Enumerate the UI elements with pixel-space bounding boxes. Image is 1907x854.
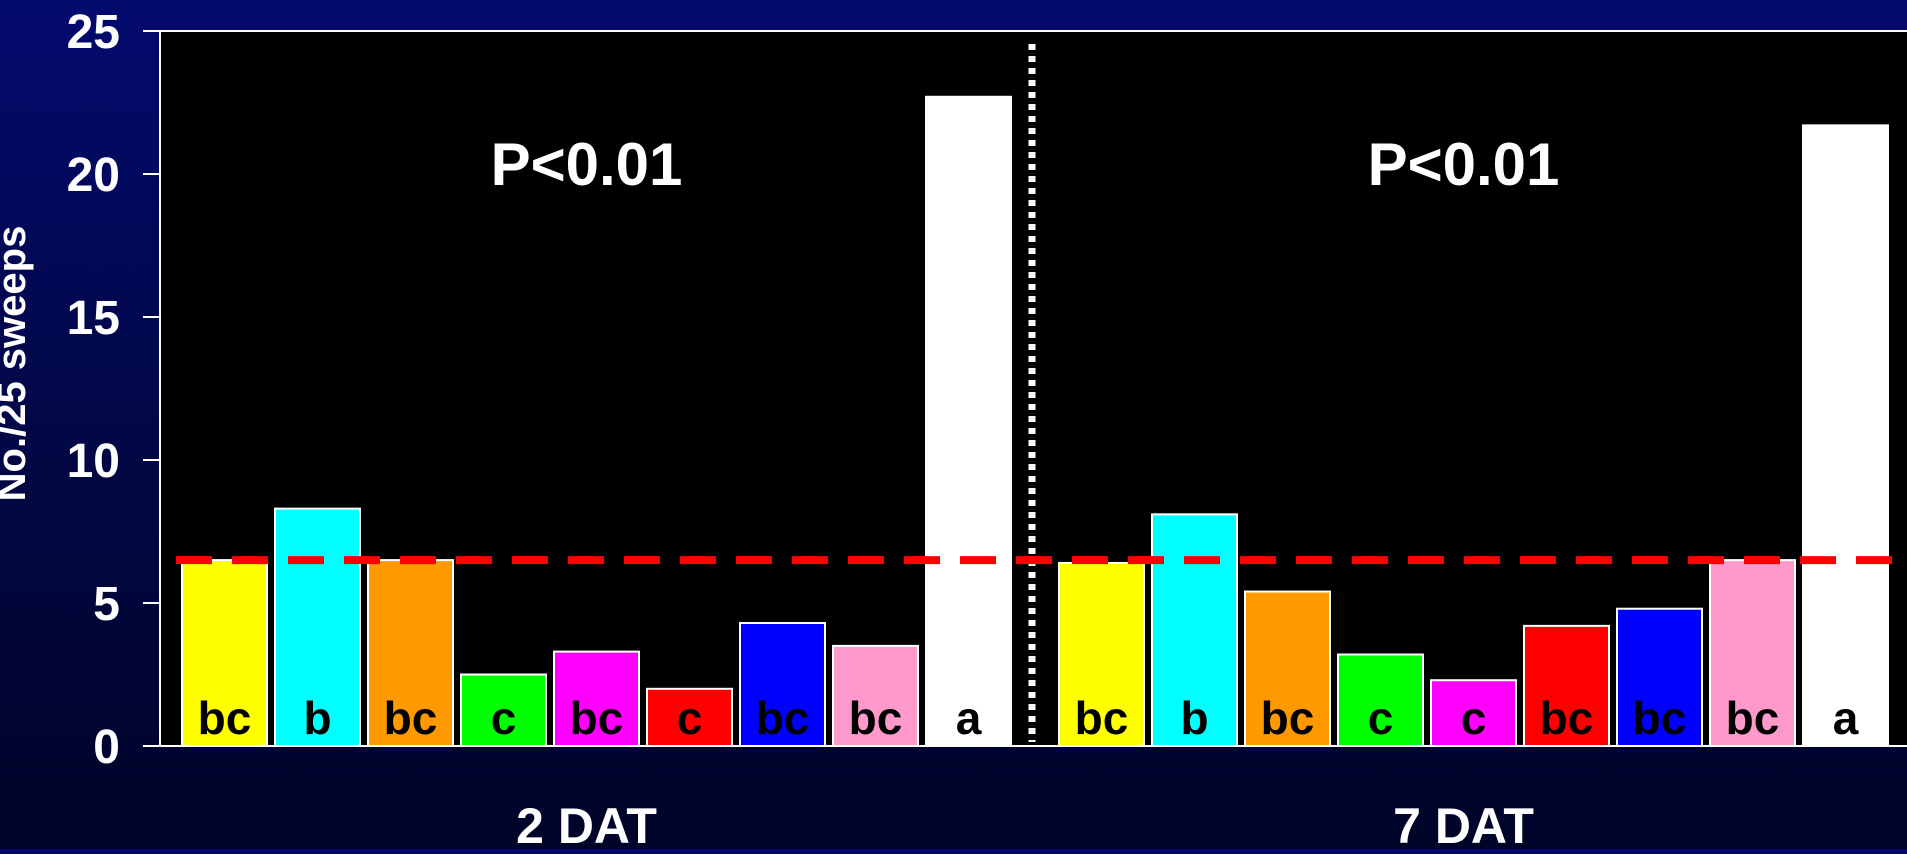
- x-category-label: 7 DAT: [1393, 798, 1534, 849]
- bar: [181, 559, 268, 747]
- bar-significance-letter: c: [1368, 692, 1394, 744]
- bar: [1709, 559, 1796, 747]
- bar-significance-letter: bc: [1261, 692, 1315, 744]
- bar-significance-letter: c: [677, 692, 703, 744]
- bar: [1244, 590, 1331, 747]
- y-tick-label: 0: [93, 721, 120, 774]
- bar: [1430, 679, 1517, 747]
- bar: [646, 687, 733, 747]
- bar-significance-letter: bc: [1540, 692, 1594, 744]
- bar-significance-letter: a: [956, 692, 982, 744]
- y-axis-title: No./25 sweeps: [0, 226, 34, 502]
- bar-significance-letter: bc: [198, 692, 252, 744]
- bar-significance-letter: bc: [570, 692, 624, 744]
- bar: [1151, 513, 1238, 748]
- bar-significance-letter: bc: [1633, 692, 1687, 744]
- y-tick-label: 10: [67, 435, 120, 488]
- bar-significance-letter: c: [1461, 692, 1487, 744]
- bar-significance-letter: b: [1180, 692, 1208, 744]
- bar-significance-letter: a: [1833, 692, 1859, 744]
- y-tick-label: 15: [67, 292, 120, 345]
- bar: [1802, 124, 1889, 747]
- bar: [274, 507, 361, 747]
- bar-significance-letter: bc: [849, 692, 903, 744]
- bar-significance-letter: bc: [1075, 692, 1129, 744]
- bar: [1523, 624, 1610, 748]
- bar-significance-letter: c: [491, 692, 517, 744]
- bar-significance-letter: b: [303, 692, 331, 744]
- bar-significance-letter: bc: [1726, 692, 1780, 744]
- y-tick-label: 5: [93, 578, 120, 631]
- bar: [553, 650, 640, 747]
- bar: [460, 673, 547, 747]
- bar: [832, 644, 919, 748]
- bar-significance-letter: bc: [384, 692, 438, 744]
- bar: [1337, 653, 1424, 747]
- x-category-label: 2 DAT: [516, 798, 657, 849]
- bar: [925, 95, 1012, 747]
- bar-significance-letter: bc: [756, 692, 810, 744]
- y-tick-label: 25: [67, 6, 120, 59]
- bar: [739, 622, 826, 748]
- bar: [1616, 607, 1703, 747]
- y-tick-label: 20: [67, 149, 120, 202]
- significance-annotation: P<0.01: [491, 131, 683, 198]
- significance-annotation: P<0.01: [1368, 131, 1560, 198]
